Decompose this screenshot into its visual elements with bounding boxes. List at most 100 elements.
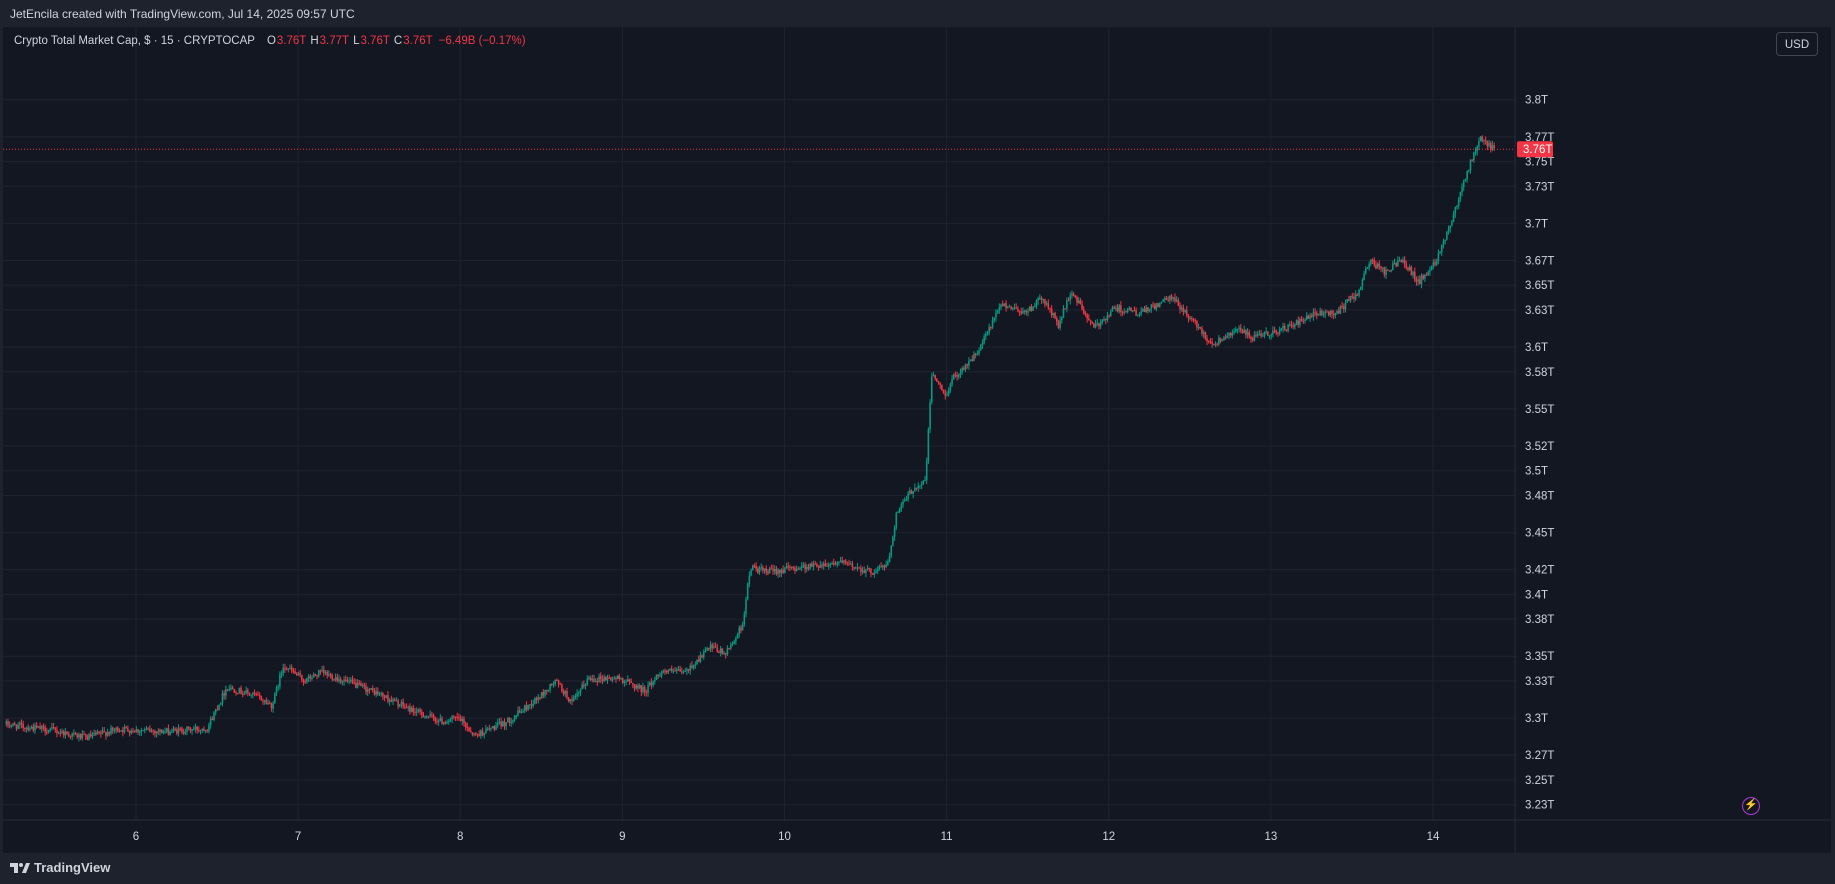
candle-body xyxy=(1451,221,1453,226)
candle-body xyxy=(1206,338,1208,342)
candle-body xyxy=(35,725,38,728)
candle-body xyxy=(881,565,884,568)
candle-body xyxy=(1334,313,1337,316)
candle-body xyxy=(937,381,940,383)
candle-body xyxy=(775,569,778,574)
candle-body xyxy=(230,687,232,690)
candle-body xyxy=(350,679,352,681)
candle-body xyxy=(664,670,666,672)
candle-body xyxy=(464,723,467,728)
candle-body xyxy=(22,724,24,728)
candle-body xyxy=(1327,311,1330,315)
grid-lines xyxy=(3,27,1515,820)
candle-body xyxy=(1047,303,1050,309)
candle-body xyxy=(279,674,281,687)
candle-body xyxy=(1356,294,1359,296)
symbol-legend[interactable]: Crypto Total Market Cap, $ · 15 · CRYPTO… xyxy=(14,35,526,47)
price-tick-label: 3.63T xyxy=(1525,305,1554,317)
candle-body xyxy=(1491,145,1494,150)
candle-body xyxy=(402,701,404,707)
candle-body xyxy=(1277,332,1279,334)
candle-body xyxy=(1380,266,1382,269)
candle-body xyxy=(108,732,111,734)
candle-body xyxy=(138,731,141,733)
candle-body xyxy=(1104,319,1107,321)
candle-body xyxy=(98,731,100,733)
candle-body xyxy=(453,716,455,718)
candle-body xyxy=(1359,286,1362,290)
candle-body xyxy=(1061,317,1063,321)
candle-body xyxy=(1322,314,1325,316)
candle-body xyxy=(1199,327,1202,329)
candle-body xyxy=(860,568,862,572)
candle-body xyxy=(169,731,171,735)
candle-body xyxy=(941,384,943,391)
candle-body xyxy=(1489,142,1492,150)
candle-body xyxy=(208,724,210,732)
candle-body xyxy=(741,624,744,631)
candle-body xyxy=(963,368,965,370)
candle-body xyxy=(241,693,244,695)
candle-body xyxy=(398,704,401,707)
candle-body xyxy=(469,730,472,733)
candle-body xyxy=(983,336,985,344)
candle-body xyxy=(790,566,793,568)
candle-body xyxy=(289,667,291,669)
candle-body xyxy=(665,670,668,673)
candle-body xyxy=(539,697,541,699)
candle-body xyxy=(660,672,663,676)
candle-body xyxy=(760,567,762,569)
candle-body xyxy=(451,716,453,719)
candle-body xyxy=(738,627,741,635)
candle-body xyxy=(1077,300,1080,303)
candle-body xyxy=(1397,260,1399,267)
candle-body xyxy=(684,670,686,672)
candle-body xyxy=(561,684,563,692)
candle-body xyxy=(122,730,124,733)
currency-button[interactable]: USD xyxy=(1776,32,1818,56)
candle-body xyxy=(263,700,266,702)
candle-body xyxy=(632,682,634,685)
price-tick-label: 3.38T xyxy=(1525,614,1554,626)
candle-body xyxy=(1000,304,1002,308)
time-axis: 6 7 8 9 10 11 12 13 14 xyxy=(133,831,1440,843)
candle-body xyxy=(822,563,825,567)
candle-body xyxy=(728,648,730,650)
candle-body xyxy=(149,729,151,732)
candle-body xyxy=(309,676,312,679)
chart-area[interactable]: 3.23T 3.25T 3.27T 3.3T 3.33T 3.35T 3.38T 3.4T 3.… xyxy=(3,27,1831,853)
candle-body xyxy=(1233,331,1235,334)
candle-body xyxy=(1341,306,1343,308)
candle-body xyxy=(706,648,708,651)
candle-body xyxy=(1263,332,1266,336)
candle-body xyxy=(594,680,597,682)
candle-body xyxy=(1115,307,1117,309)
candle-body xyxy=(630,681,632,683)
candle-body xyxy=(1332,313,1335,316)
candle-body xyxy=(366,689,369,693)
legend-symbol[interactable]: Crypto Total Market Cap, $ · 15 · CRYPTO… xyxy=(14,35,255,47)
candle-body xyxy=(675,669,678,672)
tradingview-logo[interactable]: TradingView xyxy=(10,860,110,875)
candle-body xyxy=(316,675,318,677)
candle-body xyxy=(1069,295,1072,301)
candle-body xyxy=(767,571,769,574)
candle-body xyxy=(861,570,864,572)
candle-body xyxy=(1008,306,1011,308)
tradingview-logo-icon xyxy=(10,862,30,873)
candle-body xyxy=(1012,308,1014,310)
candlestick-chart[interactable]: 3.23T 3.25T 3.27T 3.3T 3.33T 3.35T 3.38T 3.4T 3.… xyxy=(3,27,1831,853)
candle-body xyxy=(162,731,165,734)
candle-body xyxy=(936,378,938,382)
candle-body xyxy=(1366,267,1369,269)
candle-body xyxy=(219,702,222,705)
candle-body xyxy=(267,703,269,705)
legend-high-key: H xyxy=(310,35,319,47)
candle-body xyxy=(486,728,489,730)
candle-body xyxy=(1211,341,1213,344)
candle-body xyxy=(652,681,654,686)
candle-body xyxy=(853,567,855,569)
candle-body xyxy=(265,700,268,704)
lightning-icon[interactable]: ⚡ xyxy=(1742,797,1760,815)
candle-body xyxy=(1425,274,1428,276)
